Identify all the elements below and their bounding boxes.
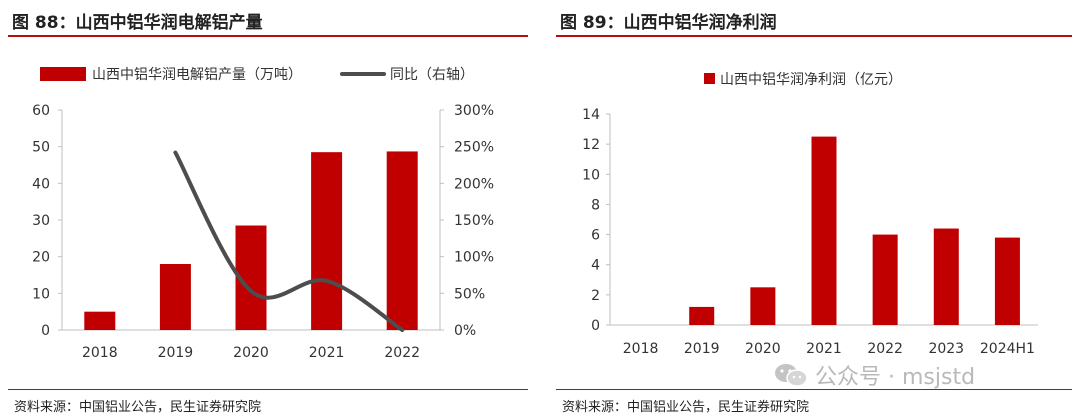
right-chart-svg: 山西中铝华润净利润（亿元） 0 2 4 6 8 10 12 14 2018 2019 2020 2021… bbox=[582, 72, 1038, 357]
y-right-tick-label: 250% bbox=[454, 140, 494, 156]
left-title-rule bbox=[8, 35, 528, 37]
bar bbox=[872, 234, 898, 325]
y-right-tick-label: 100% bbox=[454, 250, 494, 266]
bar bbox=[994, 237, 1020, 325]
y-left-tick-label: 0 bbox=[41, 323, 50, 339]
yoy-line bbox=[173, 150, 405, 332]
legend-swatch-production bbox=[40, 67, 86, 81]
bar bbox=[386, 151, 418, 330]
legend-label-yoy: 同比（右轴） bbox=[390, 67, 474, 83]
right-title-rule bbox=[556, 35, 1072, 37]
y-right-tick-label: 200% bbox=[454, 176, 494, 192]
wechat-icon bbox=[775, 364, 808, 387]
x-tick-label: 2023 bbox=[928, 341, 964, 357]
x-tick-label: 2022 bbox=[384, 345, 420, 361]
y-tick-label: 8 bbox=[591, 197, 600, 213]
x-tick-label: 2018 bbox=[623, 341, 659, 357]
x-tick-label: 2018 bbox=[82, 345, 118, 361]
y-right-tick-label: 0% bbox=[454, 323, 476, 339]
bar bbox=[84, 311, 116, 330]
right-source-note: 资料来源：中国铝业公告，民生证券研究院 bbox=[562, 400, 810, 415]
legend-swatch-profit bbox=[704, 73, 715, 84]
x-tick-label: 2019 bbox=[158, 345, 194, 361]
y-tick-label: 4 bbox=[591, 258, 600, 274]
bar bbox=[933, 228, 959, 325]
x-tick-label: 2020 bbox=[745, 341, 781, 357]
y-left-tick-label: 10 bbox=[32, 286, 50, 302]
y-right-tick-label: 50% bbox=[454, 286, 485, 302]
bar bbox=[689, 306, 715, 325]
y-right-tick-label: 300% bbox=[454, 103, 494, 119]
right-source-rule bbox=[556, 389, 1072, 390]
left-source-rule bbox=[8, 389, 528, 390]
x-tick-label: 2019 bbox=[684, 341, 720, 357]
y-left-tick-label: 20 bbox=[32, 250, 50, 266]
left-source-note: 资料来源：中国铝业公告，民生证券研究院 bbox=[14, 400, 262, 415]
left-chart-title: 图 88：山西中铝华润电解铝产量 bbox=[12, 13, 263, 33]
bar bbox=[159, 264, 191, 330]
y-tick-label: 0 bbox=[591, 318, 600, 334]
right-chart-title: 图 89：山西中铝华润净利润 bbox=[560, 13, 777, 33]
watermark: 公众号 · msjstd bbox=[773, 360, 975, 390]
bar bbox=[750, 287, 776, 325]
x-tick-label: 2024H1 bbox=[980, 341, 1035, 357]
x-tick-label: 2021 bbox=[806, 341, 842, 357]
y-left-tick-label: 30 bbox=[32, 213, 50, 229]
y-tick-label: 2 bbox=[591, 288, 600, 304]
left-chart-panel: 图 88：山西中铝华润电解铝产量 山西中铝华润电解铝产量（万吨） 同比（右轴） 0 1… bbox=[8, 13, 528, 415]
bar bbox=[311, 152, 343, 330]
x-tick-label: 2021 bbox=[309, 345, 345, 361]
y-left-tick-label: 60 bbox=[32, 103, 50, 119]
y-tick-label: 14 bbox=[582, 107, 600, 123]
y-tick-label: 10 bbox=[582, 167, 600, 183]
legend-label-profit: 山西中铝华润净利润（亿元） bbox=[720, 72, 902, 88]
right-chart-panel: 图 89：山西中铝华润净利润 山西中铝华润净利润（亿元） 0 2 4 6 8 10 12 14 2… bbox=[548, 0, 1080, 418]
legend-label-production: 山西中铝华润电解铝产量（万吨） bbox=[92, 67, 302, 83]
watermark-text: 公众号 · msjstd bbox=[815, 365, 976, 390]
bar bbox=[811, 136, 837, 325]
y-right-tick-label: 150% bbox=[454, 213, 494, 229]
y-tick-label: 12 bbox=[582, 137, 600, 153]
y-left-tick-label: 50 bbox=[32, 140, 50, 156]
y-left-tick-label: 40 bbox=[32, 176, 50, 192]
left-chart-svg: 山西中铝华润电解铝产量（万吨） 同比（右轴） 0 10 20 30 40 50 60 0% 50% 1… bbox=[32, 67, 494, 361]
x-tick-label: 2020 bbox=[233, 345, 269, 361]
x-tick-label: 2022 bbox=[867, 341, 903, 357]
y-tick-label: 6 bbox=[591, 228, 600, 244]
